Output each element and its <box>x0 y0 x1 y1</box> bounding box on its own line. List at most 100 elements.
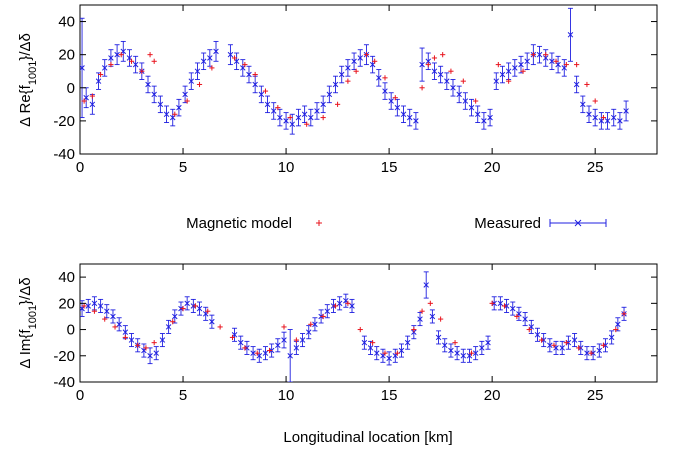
measured-point <box>486 336 491 349</box>
y-tick-label: -40 <box>53 374 75 391</box>
x-tick-label: 5 <box>179 387 187 404</box>
measured-point <box>158 96 163 113</box>
measured-point <box>154 347 159 360</box>
measured-point <box>560 341 565 354</box>
magnetic-model-point <box>593 98 598 103</box>
magnetic-model-point <box>281 324 286 329</box>
y-tick-label: 0 <box>67 322 75 339</box>
measured-point <box>500 66 505 83</box>
measured-point <box>133 56 138 73</box>
measured-point <box>506 63 511 80</box>
measured-point <box>197 302 202 315</box>
measured-point <box>574 76 579 93</box>
measured-point <box>457 86 462 103</box>
measured-point <box>498 297 503 310</box>
measured-point <box>586 106 591 123</box>
legend-marker-magnetic-model <box>316 220 322 226</box>
measured-point <box>358 50 363 67</box>
measured-point <box>444 73 449 90</box>
magnetic-model-point <box>461 79 466 84</box>
measured-point <box>461 349 466 362</box>
magnetic-model-point <box>152 59 157 64</box>
measured-point <box>92 297 97 310</box>
y-tick-label: -20 <box>53 113 75 130</box>
magnetic-model-point <box>584 82 589 87</box>
measured-point <box>469 99 474 116</box>
measured-point <box>339 66 344 83</box>
measured-point <box>327 86 332 103</box>
measured-point <box>246 66 251 83</box>
magnetic-model-point <box>411 327 416 332</box>
measured-point <box>611 109 616 126</box>
measured-point <box>387 352 392 365</box>
measured-point <box>475 106 480 123</box>
magnetic-model-point <box>335 102 340 107</box>
legend-marker-measured <box>550 219 606 227</box>
measured-point <box>300 333 305 346</box>
measured-point <box>488 109 493 126</box>
measured-point <box>395 99 400 116</box>
measured-point <box>352 53 357 70</box>
measured-point <box>512 60 517 77</box>
measured-point <box>98 299 103 312</box>
y-tick-label: 20 <box>58 295 75 312</box>
measured-point <box>605 113 610 130</box>
measured-point <box>294 341 299 354</box>
measured-point <box>146 76 151 93</box>
magnetic-model-point <box>438 316 443 321</box>
magnetic-model-point <box>345 79 350 84</box>
magnetic-model-point <box>428 301 433 306</box>
x-tick-label: 20 <box>484 387 501 404</box>
measured-point <box>253 76 258 93</box>
measured-point <box>207 50 212 67</box>
measured-point <box>333 76 338 93</box>
measured-point <box>121 41 126 61</box>
measured-point <box>117 318 122 331</box>
measured-point <box>401 106 406 123</box>
y-tick-label: 20 <box>58 47 75 64</box>
measured-point <box>568 8 573 61</box>
x-tick-label: 10 <box>278 159 295 176</box>
x-tick-label: 25 <box>587 159 604 176</box>
measured-point <box>148 348 153 364</box>
measured-point <box>265 96 270 113</box>
measured-point <box>448 344 453 357</box>
magnetic-model-point <box>152 340 157 345</box>
magnetic-model-point <box>419 85 424 90</box>
measured-point <box>450 80 455 97</box>
y-axis-title-top: Δ Re{f1001}/Δδ <box>17 33 39 127</box>
measured-point <box>350 299 355 312</box>
measured-point <box>432 63 437 80</box>
measured-point <box>325 305 330 318</box>
measured-point <box>617 113 622 130</box>
measured-point <box>288 330 293 382</box>
measured-point <box>104 305 109 318</box>
measured-point <box>624 101 629 121</box>
measured-point <box>420 48 425 81</box>
measured-point <box>580 96 585 113</box>
magnetic-model-point <box>294 337 299 342</box>
measured-point <box>345 60 350 77</box>
y-tick-label: -20 <box>53 348 75 365</box>
measured-point <box>314 103 319 120</box>
data-layer <box>80 272 627 382</box>
measured-point <box>102 60 107 77</box>
measured-point <box>152 86 157 103</box>
y-tick-label: 40 <box>58 269 75 286</box>
magnetic-model-point <box>358 327 363 332</box>
measured-point <box>259 86 264 103</box>
measured-point <box>376 70 381 87</box>
measured-point <box>195 63 200 80</box>
legend-label-measured: Measured <box>474 215 541 232</box>
measured-point <box>284 113 289 130</box>
y-tick-label: 40 <box>58 14 75 31</box>
measured-point <box>418 313 423 326</box>
measured-point <box>525 53 530 70</box>
measured-point <box>382 83 387 100</box>
measured-point <box>609 331 614 344</box>
measured-point <box>413 113 418 130</box>
measured-point <box>479 341 484 354</box>
axis-ticks-bottom: 0 5 10 15 20 25-40-2002040 <box>53 264 657 404</box>
measured-point <box>160 333 165 346</box>
measured-point <box>510 302 515 315</box>
